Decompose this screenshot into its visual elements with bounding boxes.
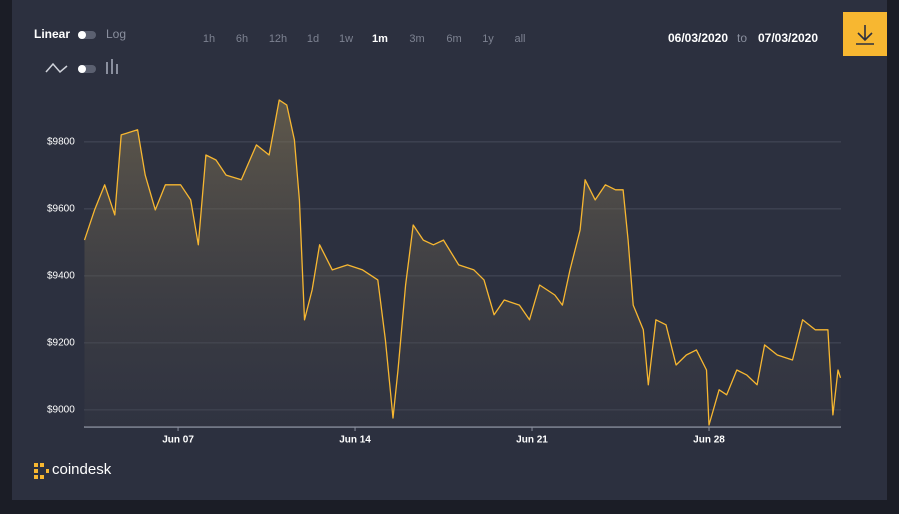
date-sep: to	[737, 31, 747, 45]
area	[84, 100, 841, 427]
range-button[interactable]: all	[514, 33, 525, 45]
scale-log[interactable]: Log	[106, 27, 126, 41]
x-tick-label: Jun 14	[339, 435, 371, 446]
range-button[interactable]: 1d	[307, 33, 319, 45]
range-button[interactable]: 1h	[203, 33, 215, 45]
line-icon[interactable]	[45, 62, 68, 74]
x-tick-label: Jun 21	[516, 435, 548, 446]
y-tick-label: $9600	[47, 204, 75, 215]
brand-name: coindesk	[52, 461, 112, 478]
x-tick-label: Jun 07	[162, 435, 194, 446]
range-button[interactable]: 6h	[236, 33, 248, 45]
range-button[interactable]: 1w	[339, 33, 353, 45]
range-button[interactable]: 1y	[482, 33, 494, 45]
brand-logo	[34, 463, 49, 479]
date-to[interactable]: 07/03/2020	[758, 31, 818, 45]
toggle-knob	[78, 31, 86, 39]
candle-icon[interactable]	[106, 59, 118, 74]
y-tick-label: $9800	[47, 137, 75, 148]
range-button[interactable]: 6m	[446, 33, 461, 45]
range-button[interactable]: 12h	[269, 33, 287, 45]
toggle-knob	[78, 65, 86, 73]
scale-linear[interactable]: Linear	[34, 27, 70, 41]
y-tick-label: $9200	[47, 338, 75, 349]
y-tick-label: $9000	[47, 405, 75, 416]
date-from[interactable]: 06/03/2020	[668, 31, 728, 45]
y-tick-label: $9400	[47, 271, 75, 282]
price-line	[83, 99, 842, 426]
range-button[interactable]: 3m	[409, 33, 424, 45]
x-tick-label: Jun 28	[693, 435, 725, 446]
range-button[interactable]: 1m	[372, 33, 388, 45]
range-buttons: 1h 6h 12h 1d 1w 1m 3m 6m 1y all	[203, 33, 526, 45]
download-icon	[856, 25, 874, 45]
